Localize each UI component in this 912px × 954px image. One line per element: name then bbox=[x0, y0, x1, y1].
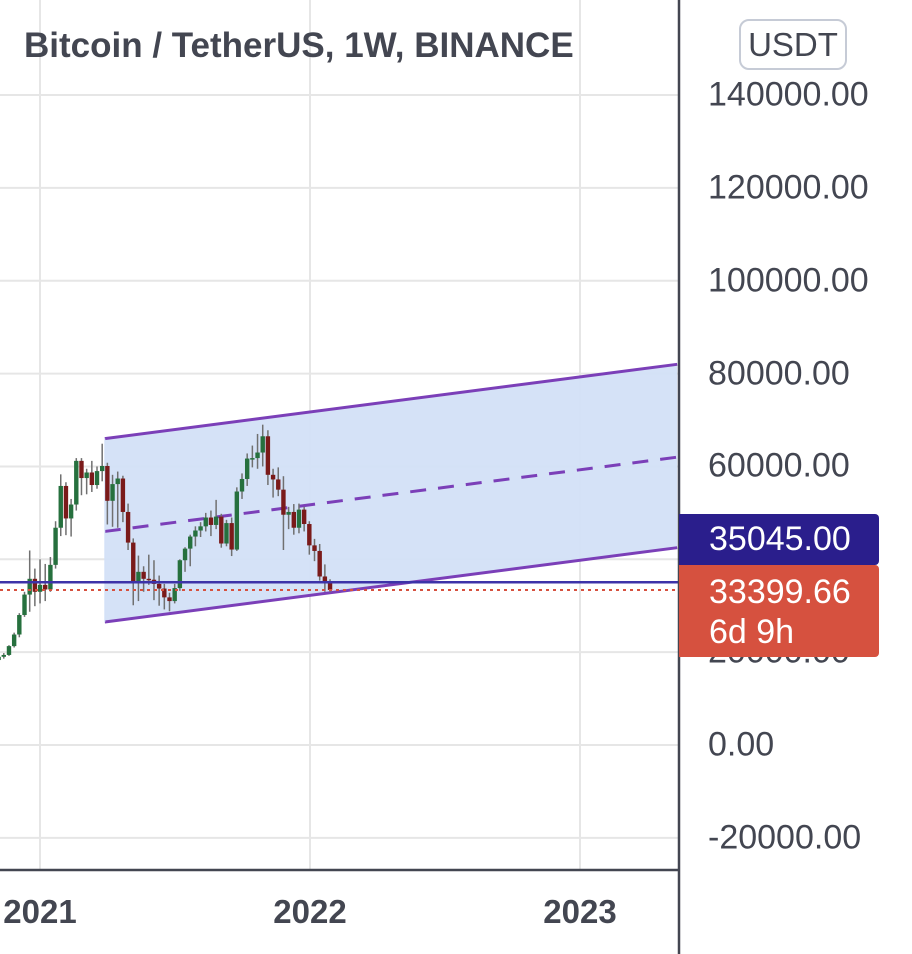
candle-body bbox=[250, 458, 255, 460]
y-tick-label: 140000.00 bbox=[708, 75, 869, 114]
candle-body bbox=[68, 504, 74, 519]
candle-body bbox=[327, 582, 333, 590]
currency-button[interactable]: USDT bbox=[739, 19, 847, 70]
bar-countdown: 6d 9h bbox=[709, 613, 795, 651]
candle-body bbox=[182, 548, 188, 561]
axis-borders bbox=[0, 0, 681, 954]
candle-body bbox=[286, 511, 291, 515]
candle-body bbox=[141, 571, 146, 579]
candlestick-series bbox=[0, 424, 333, 661]
candle-body bbox=[177, 560, 183, 589]
candle-body bbox=[22, 594, 27, 616]
candle-body bbox=[63, 485, 69, 519]
channel-median-line bbox=[104, 455, 678, 533]
candle-body bbox=[307, 524, 312, 546]
candle-body bbox=[193, 530, 198, 537]
candle-body bbox=[110, 484, 115, 501]
channel-price-label: 35045.00 bbox=[679, 514, 879, 565]
candle-body bbox=[281, 489, 286, 515]
channel-upper-line bbox=[104, 362, 678, 441]
candle-body bbox=[6, 646, 12, 655]
candle-body bbox=[94, 471, 100, 486]
candle-body bbox=[115, 478, 120, 485]
candle-body bbox=[322, 576, 328, 583]
candle-body bbox=[125, 511, 131, 543]
candle-body bbox=[156, 583, 162, 589]
candle-body bbox=[172, 588, 177, 602]
candle-body bbox=[312, 545, 317, 551]
candle-body bbox=[198, 526, 203, 531]
last-price-label: 33399.66 6d 9h bbox=[679, 565, 879, 657]
candle-body bbox=[208, 517, 214, 525]
candle-body bbox=[136, 571, 141, 584]
candle-body bbox=[84, 472, 89, 479]
candle-body bbox=[234, 491, 240, 550]
candle-body bbox=[265, 436, 271, 475]
price-lines bbox=[0, 581, 679, 591]
candle-body bbox=[239, 478, 245, 492]
candle-body bbox=[131, 542, 136, 584]
candle-body bbox=[120, 478, 126, 512]
candle-body bbox=[53, 527, 58, 565]
candle-body bbox=[229, 523, 234, 550]
candle-body bbox=[219, 516, 224, 544]
candle-body bbox=[27, 578, 32, 595]
y-tick-label: 100000.00 bbox=[708, 261, 869, 300]
candle-body bbox=[74, 460, 79, 505]
candle-body bbox=[37, 584, 43, 592]
parallel-channel-drawing[interactable] bbox=[104, 362, 678, 624]
candle-body bbox=[270, 474, 276, 480]
x-tick-label: 2022 bbox=[273, 893, 347, 930]
candle-body bbox=[167, 597, 172, 602]
candle-body bbox=[162, 588, 167, 598]
channel-lower-line bbox=[104, 546, 678, 624]
last-price-value: 33399.66 bbox=[709, 573, 851, 611]
y-tick-label: 80000.00 bbox=[708, 354, 850, 393]
candle-body bbox=[43, 584, 48, 590]
x-tick-label: 2021 bbox=[3, 893, 77, 930]
candle-body bbox=[105, 465, 110, 501]
candle-body bbox=[301, 509, 307, 525]
candle-body bbox=[296, 509, 302, 528]
candle-body bbox=[32, 578, 38, 592]
candle-body bbox=[244, 458, 250, 479]
candle-body bbox=[58, 485, 63, 528]
x-tick-label: 2023 bbox=[543, 893, 617, 930]
candle-body bbox=[48, 564, 53, 590]
y-tick-label: -20000.00 bbox=[708, 818, 862, 857]
y-tick-label: 60000.00 bbox=[708, 446, 850, 485]
candle-body bbox=[213, 516, 219, 525]
candle-body bbox=[1, 654, 6, 657]
candle-body bbox=[89, 472, 95, 486]
candle-body bbox=[17, 615, 22, 635]
candle-body bbox=[260, 436, 265, 453]
candle-body bbox=[203, 517, 208, 527]
candle-body bbox=[146, 578, 151, 581]
y-tick-label: 120000.00 bbox=[708, 168, 869, 207]
chart-title: Bitcoin / TetherUS, 1W, BINANCE bbox=[24, 26, 574, 65]
candle-body bbox=[99, 465, 105, 472]
candle-body bbox=[0, 656, 1, 661]
candle-body bbox=[11, 634, 17, 647]
candle-body bbox=[255, 452, 260, 459]
candle-body bbox=[79, 460, 84, 479]
candle-body bbox=[188, 536, 193, 549]
candle-body bbox=[291, 511, 296, 528]
candle-body bbox=[224, 523, 229, 544]
candle-body bbox=[317, 550, 322, 577]
y-tick-label: 0.00 bbox=[708, 725, 775, 764]
candle-body bbox=[276, 479, 281, 490]
